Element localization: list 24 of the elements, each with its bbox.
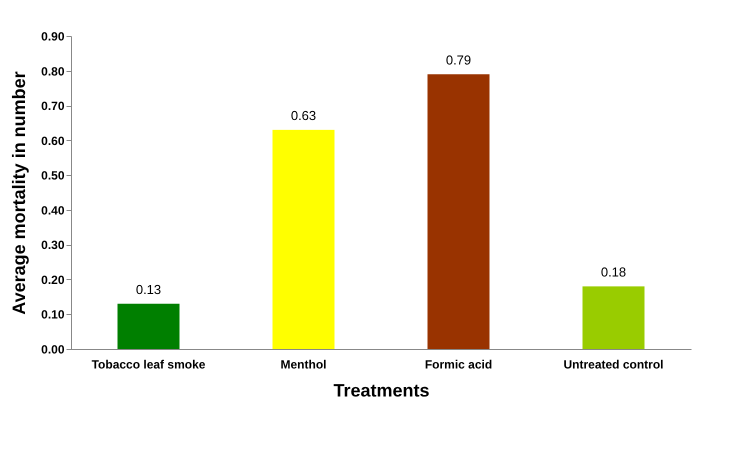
y-tick-label: 0.30 — [41, 238, 65, 252]
data-label: 0.13 — [136, 282, 162, 297]
data-label: 0.79 — [446, 52, 472, 68]
y-tick-label: 0.50 — [41, 168, 65, 183]
x-axis-title: Treatments — [333, 380, 430, 400]
x-tick-label: Tobacco leaf smoke — [92, 358, 206, 372]
y-tick-label: 0.90 — [41, 30, 65, 44]
y-tick-label: 0.80 — [41, 64, 65, 78]
data-label: 0.18 — [600, 264, 626, 280]
x-tick-label: Untreated control — [563, 358, 664, 372]
y-tick-label: 0.70 — [41, 99, 65, 114]
y-tick-label: 0.10 — [41, 308, 65, 322]
y-tick-label: 0.00 — [41, 342, 65, 356]
y-tick-label: 0.20 — [41, 272, 65, 287]
bar — [272, 130, 334, 349]
x-tick-label: Menthol — [280, 358, 326, 372]
data-label: 0.63 — [290, 108, 316, 123]
y-tick-label: 0.60 — [41, 134, 65, 148]
bar — [118, 304, 180, 349]
x-tick-label: Formic acid — [424, 358, 492, 372]
bar — [582, 286, 644, 349]
bar — [428, 74, 490, 349]
y-axis-title: Average mortality in number — [9, 71, 30, 315]
y-tick-label: 0.40 — [41, 203, 65, 218]
